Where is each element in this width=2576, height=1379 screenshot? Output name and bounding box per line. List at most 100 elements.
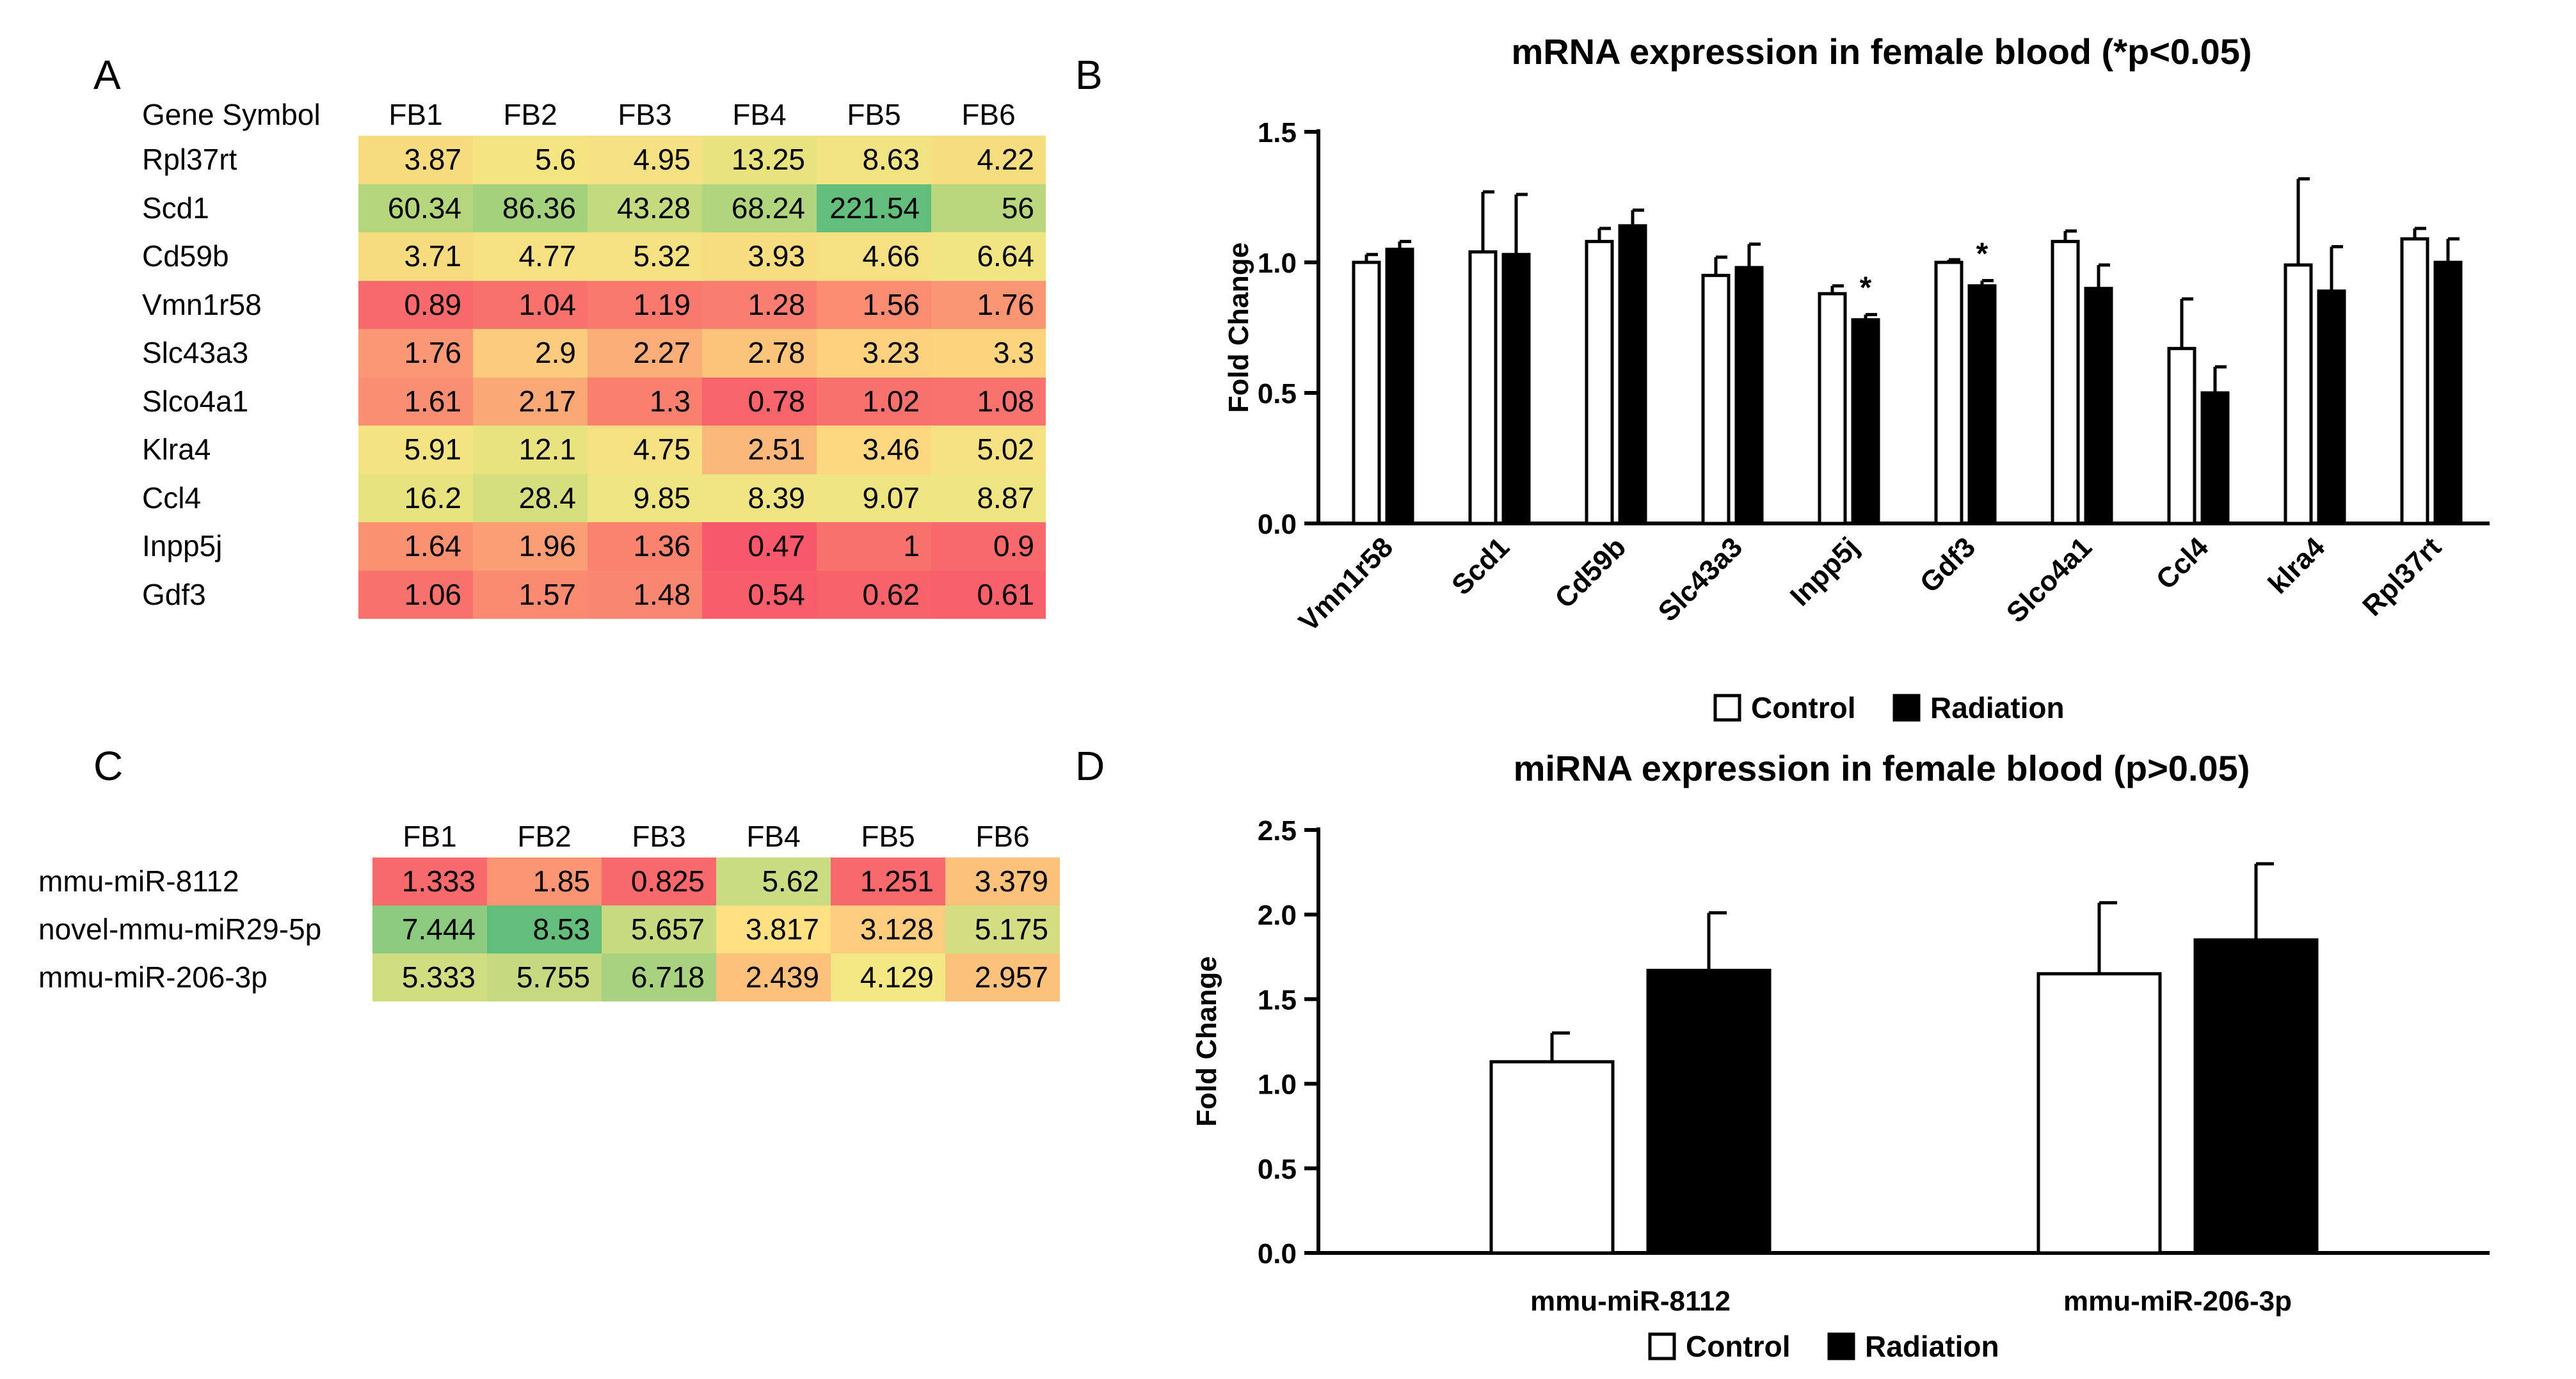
heatmap-cell: 2.957	[945, 953, 1060, 1001]
bar-radiation	[2317, 289, 2346, 525]
y-tick-label: 0.5	[1258, 1154, 1297, 1185]
bar-control	[2167, 347, 2196, 525]
heatmap-column-header: FB2	[517, 820, 572, 853]
y-axis-label: Fold Change	[1223, 243, 1254, 413]
heatmap-cell: 4.75	[588, 426, 702, 474]
heatmap-cell: 28.4	[473, 474, 588, 522]
heatmap-column-header: FB4	[732, 98, 787, 131]
heatmap-row-label: Rpl37rt	[142, 143, 237, 176]
y-tick-label: 2.5	[1258, 815, 1297, 847]
heatmap-cell: 1.76	[358, 329, 473, 378]
x-category-label: Gdf3	[1914, 531, 1982, 599]
y-tick-label: 2.0	[1258, 900, 1297, 931]
heatmap-cell: 86.36	[473, 184, 588, 232]
y-axis-label: Fold Change	[1191, 956, 1222, 1126]
heatmap-cell: 4.77	[473, 232, 588, 281]
heatmap-cell: 12.1	[473, 426, 588, 474]
bar-control	[1585, 239, 1614, 525]
heatmap-cell: 68.24	[702, 184, 817, 232]
bar-radiation	[1646, 968, 1772, 1255]
x-category-label: Ccl4	[2150, 531, 2215, 596]
heatmap-cell: 1.57	[473, 570, 588, 619]
heatmap-cell: 1.06	[358, 570, 473, 619]
bar-control	[2051, 239, 2080, 525]
heatmap-cell: 3.23	[817, 329, 931, 378]
heatmap-cell: 2.17	[473, 377, 588, 426]
heatmap-column-header: FB3	[632, 820, 686, 853]
bar-control	[1818, 292, 1847, 525]
heatmap-row-label: Scd1	[142, 191, 209, 225]
x-category-label: Rpl37rt	[2356, 531, 2447, 622]
bar-radiation	[2084, 287, 2113, 525]
heatmap-column-header: FB6	[961, 98, 1016, 131]
heatmap-cell: 5.175	[945, 905, 1060, 953]
heatmap-cell: 0.54	[702, 570, 817, 619]
panel-letter-b: B	[1075, 52, 1103, 98]
bar-radiation	[1501, 253, 1531, 525]
heatmap-cell: 1.04	[473, 280, 588, 329]
x-category-label: Inpp5j	[1784, 531, 1865, 612]
heatmap-cell: 1	[817, 522, 931, 571]
heatmap-cell: 5.6	[473, 136, 588, 184]
heatmap-cell: 7.444	[372, 905, 487, 953]
heatmap-cell: 4.22	[931, 136, 1046, 184]
chart-title: miRNA expression in female blood (p>0.05…	[1514, 748, 2250, 788]
heatmap-cell: 2.78	[702, 329, 817, 378]
heatmap-cell: 4.66	[817, 232, 931, 281]
heatmap-cell: 9.85	[588, 474, 702, 522]
heatmap-cell: 1.56	[817, 280, 931, 329]
heatmap-cell: 56	[931, 184, 1046, 232]
heatmap-cell: 1.28	[702, 280, 817, 329]
heatmap-cell: 1.19	[588, 280, 702, 329]
heatmap-cell: 1.76	[931, 280, 1046, 329]
heatmap-row-label: Klra4	[142, 433, 211, 466]
x-category-label: Vmn1r58	[1293, 531, 1399, 637]
heatmap-cell: 1.64	[358, 522, 473, 571]
heatmap-cell: 3.93	[702, 232, 817, 281]
heatmap-cell: 6.718	[602, 953, 716, 1001]
y-tick-label: 1.5	[1258, 117, 1297, 148]
x-category-label: mmu-miR-8112	[1530, 1286, 1731, 1317]
heatmap-cell: 1.02	[817, 377, 931, 426]
heatmap-column-header: FB3	[618, 98, 672, 131]
legend-swatch-control	[1648, 1332, 1676, 1360]
heatmap-column-header: FB5	[861, 820, 915, 853]
heatmap-cell: 3.379	[945, 857, 1060, 905]
heatmap-cell: 5.657	[602, 905, 716, 953]
bar-radiation	[2433, 260, 2463, 525]
legend-label-radiation: Radiation	[1930, 691, 2065, 724]
y-tick-label: 1.5	[1258, 984, 1297, 1016]
heatmap-cell: 60.34	[358, 184, 473, 232]
bar-radiation	[1851, 318, 1880, 525]
heatmap-cell: 2.51	[702, 426, 817, 474]
x-category-label: Cd59b	[1549, 531, 1632, 614]
bar-control	[2036, 972, 2162, 1255]
heatmap-cell: 1.333	[372, 857, 487, 905]
heatmap-cell: 9.07	[817, 474, 931, 522]
heatmap-column-header: FB4	[746, 820, 801, 853]
heatmap-cell: 16.2	[358, 474, 473, 522]
heatmap-row-label: Ccl4	[142, 481, 202, 514]
chart-title: mRNA expression in female blood (*p<0.05…	[1511, 31, 2252, 72]
heatmap-cell: 3.71	[358, 232, 473, 281]
legend-label-control: Control	[1751, 691, 1856, 724]
x-category-label: Slco4a1	[2001, 531, 2098, 628]
bar-radiation	[2200, 391, 2230, 525]
y-tick-label: 1.0	[1258, 248, 1297, 279]
heatmap-cell: 0.9	[931, 522, 1046, 571]
heatmap-row-label: Vmn1r58	[142, 287, 262, 321]
heatmap-row-label: Inpp5j	[142, 529, 223, 562]
bar-radiation	[2193, 938, 2319, 1255]
heatmap-cell: 1.251	[831, 857, 945, 905]
heatmap-cell: 4.129	[831, 953, 945, 1001]
bar-control	[1352, 260, 1381, 525]
bar-control	[1468, 250, 1498, 525]
heatmap-cell: 8.39	[702, 474, 817, 522]
heatmap-row-label: mmu-miR-206-3p	[38, 961, 268, 994]
legend-label-control: Control	[1686, 1330, 1791, 1363]
heatmap-cell: 5.333	[372, 953, 487, 1001]
panel-letter-c: C	[93, 743, 124, 789]
y-tick-label: 0.5	[1258, 378, 1297, 410]
heatmap-cell: 1.08	[931, 377, 1046, 426]
heatmap-cell: 1.36	[588, 522, 702, 571]
